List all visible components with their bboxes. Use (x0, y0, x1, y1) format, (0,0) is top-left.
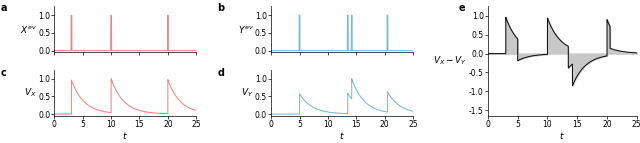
Y-axis label: $X^{ev}$: $X^{ev}$ (20, 24, 36, 35)
X-axis label: $t$: $t$ (122, 130, 128, 141)
X-axis label: $t$: $t$ (339, 130, 345, 141)
Text: e: e (458, 3, 465, 13)
Y-axis label: $Y^{ev}$: $Y^{ev}$ (237, 24, 253, 35)
Text: a: a (1, 3, 7, 13)
Y-axis label: $V_Y$: $V_Y$ (241, 87, 253, 99)
Text: b: b (217, 3, 225, 13)
Y-axis label: $V_X - V_Y$: $V_X - V_Y$ (433, 55, 467, 67)
Y-axis label: $V_X$: $V_X$ (24, 87, 36, 99)
X-axis label: $t$: $t$ (559, 130, 565, 141)
Text: d: d (217, 67, 224, 78)
Text: c: c (1, 67, 6, 78)
